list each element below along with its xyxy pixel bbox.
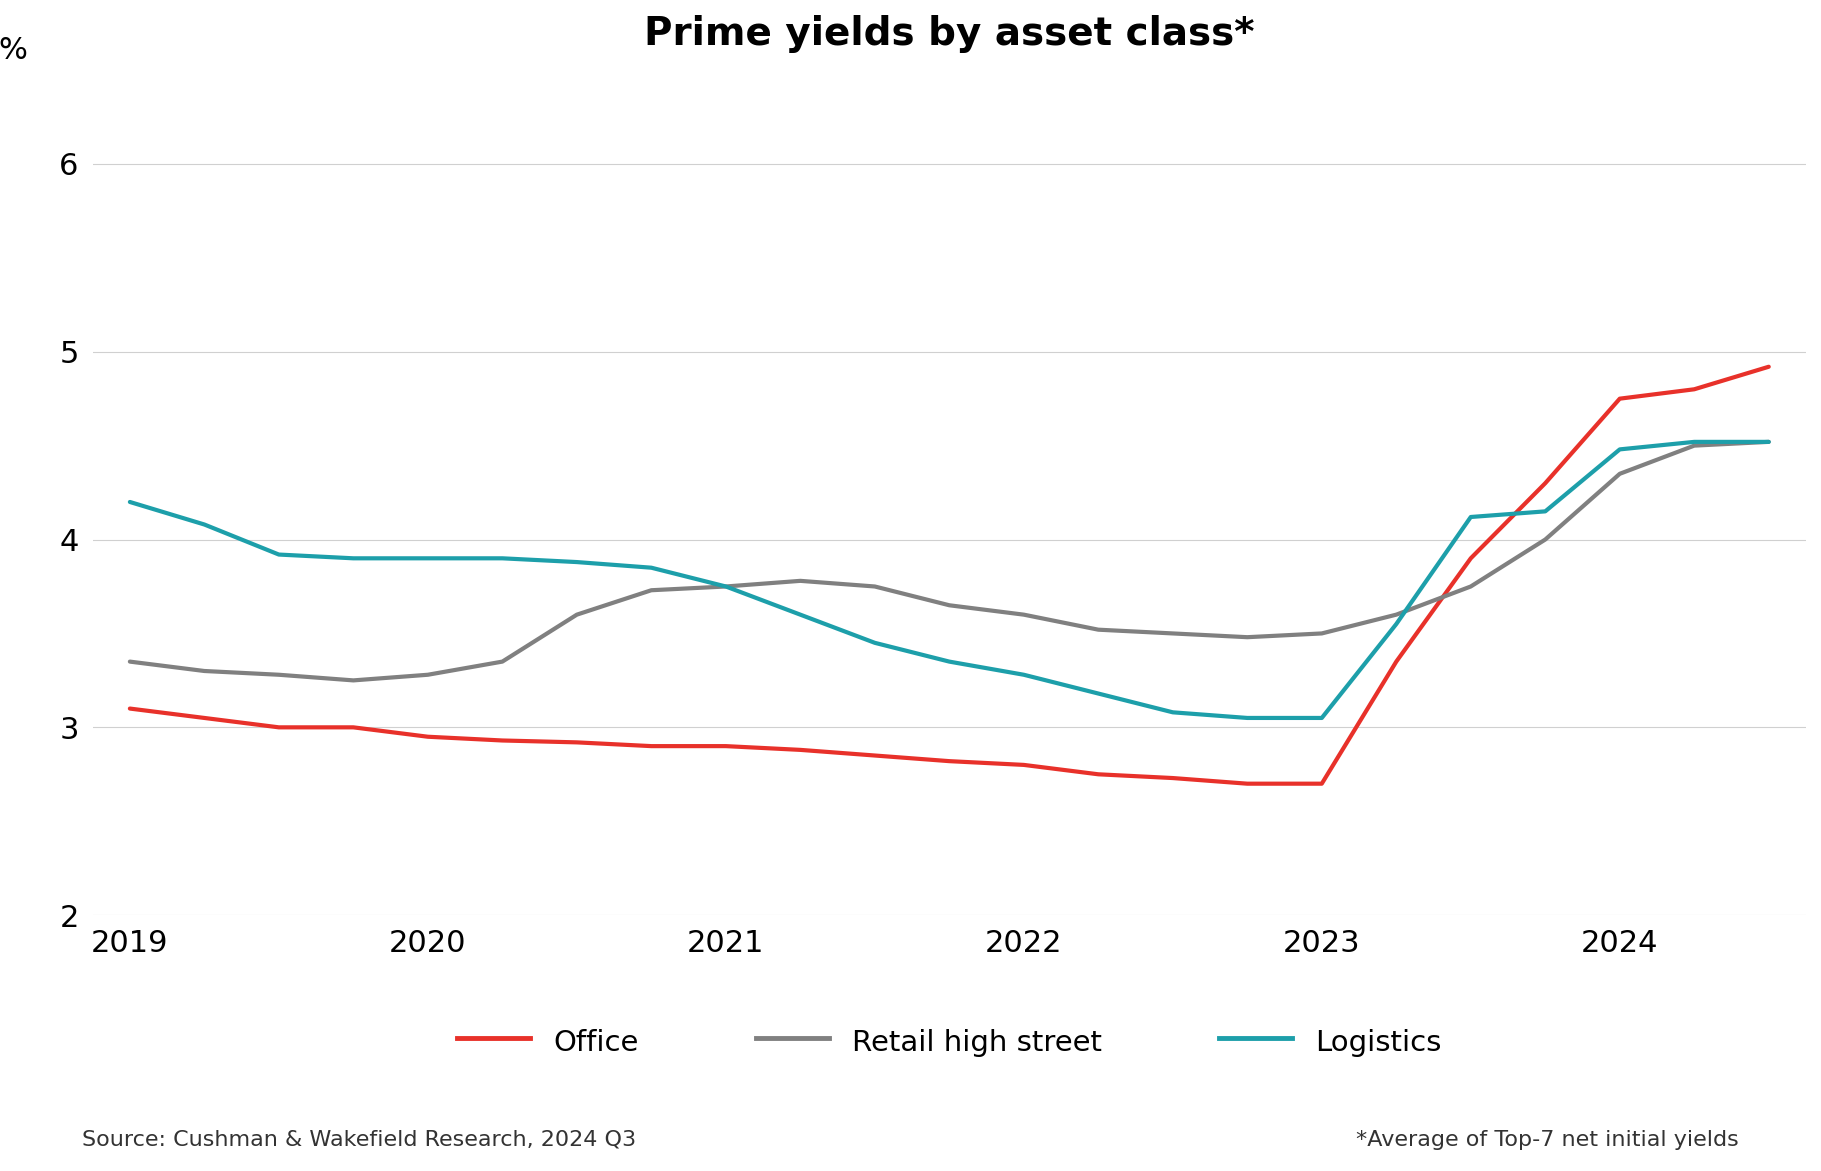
Title: Prime yields by asset class*: Prime yields by asset class* (645, 15, 1255, 53)
Text: *Average of Top-7 net initial yields: *Average of Top-7 net initial yields (1357, 1130, 1739, 1150)
Text: Source: Cushman & Wakefield Research, 2024 Q3: Source: Cushman & Wakefield Research, 20… (82, 1130, 636, 1150)
Text: %: % (0, 36, 27, 66)
Legend: Office, Retail high street, Logistics: Office, Retail high street, Logistics (446, 1014, 1453, 1068)
